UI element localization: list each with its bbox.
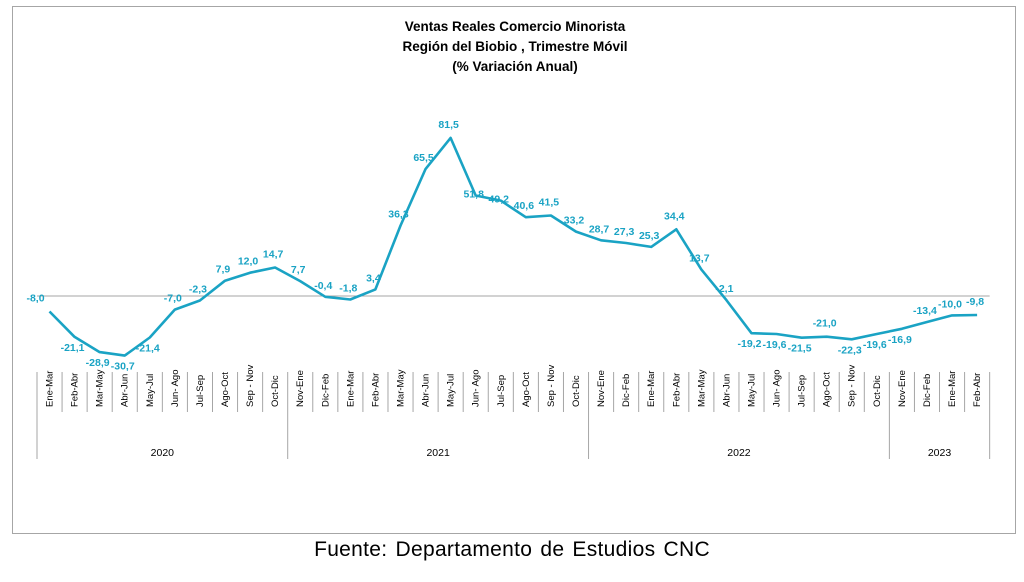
x-tick-label: Ene-Mar (947, 371, 958, 407)
x-tick-label: Oct-Dic (270, 375, 281, 407)
year-group-label: 2021 (426, 447, 450, 459)
x-tick-label: Nov-Ene (596, 370, 607, 407)
chart-frame: Ventas Reales Comercio Minorista Región d… (12, 6, 1016, 534)
data-label: -9,8 (966, 296, 984, 308)
year-group-label: 2023 (928, 447, 952, 459)
data-label: -8,0 (26, 293, 44, 305)
data-label: -21,1 (61, 342, 85, 354)
data-label: -22,3 (838, 344, 862, 356)
x-tick-label: Dic-Feb (922, 374, 933, 407)
data-label: -28,9 (86, 357, 110, 369)
x-tick-label: Jun- Ago (471, 370, 482, 408)
data-label: 49,2 (489, 194, 510, 206)
source-caption: Fuente: Departamento de Estudios CNC (314, 538, 710, 561)
data-label: -19,2 (737, 338, 761, 350)
data-label: -2,1 (715, 283, 733, 295)
x-tick-label: Oct-Dic (571, 375, 582, 407)
series-line (48, 136, 978, 357)
data-label: 28,7 (589, 223, 610, 235)
data-label: 36,3 (388, 209, 409, 221)
data-label: -21,4 (136, 343, 160, 355)
x-tick-label: May-Jul (746, 374, 757, 407)
chart-title-line: Ventas Reales Comercio Minorista (405, 19, 626, 34)
x-tick-label: Dic-Feb (320, 374, 331, 407)
x-tick-label: Ago-Oct (521, 372, 532, 407)
data-label: 7,7 (291, 264, 306, 276)
x-tick-label: Abr-Jun (421, 374, 432, 407)
x-tick-label: Jun- Ago (772, 370, 783, 408)
data-label: 65,5 (413, 152, 434, 164)
x-tick-label: May-Jul (446, 374, 457, 407)
x-tick-label: Jul-Sep (496, 375, 507, 407)
data-label: -7,0 (164, 293, 182, 305)
data-label: -30,7 (111, 361, 135, 373)
line-chart: Ventas Reales Comercio Minorista Región d… (26, 19, 991, 459)
data-label: 12,0 (238, 256, 259, 268)
x-axis: Ene-Mar Feb-Abr Mar-May Abr-Jun May-Jul Jun- … (36, 295, 991, 459)
data-label: -1,8 (339, 282, 357, 294)
data-label: 7,9 (216, 264, 231, 276)
data-label: -21,5 (788, 343, 812, 355)
x-tick-label: Nov-Ene (295, 370, 306, 407)
x-tick-label: Mar-May (395, 369, 406, 407)
data-label: 34,4 (664, 210, 685, 222)
data-labels: -8,0 -21,1-28,9 -30,7-21,4 -7,0 -2,3 7,9 12,0 1… (26, 119, 984, 373)
x-tick-label: Ene-Mar (646, 371, 657, 407)
data-label: 3,4 (366, 272, 381, 284)
year-group-label: 2022 (727, 447, 751, 459)
x-tick-label: Sep - Nov (847, 365, 858, 407)
data-label: 33,2 (564, 215, 585, 227)
data-label: 41,5 (539, 196, 560, 208)
data-label: 13,7 (689, 252, 710, 264)
chart-title: Ventas Reales Comercio Minorista Región d… (402, 19, 627, 74)
data-label: 51,8 (463, 189, 484, 201)
data-label: 81,5 (438, 119, 459, 131)
data-label: -0,4 (314, 280, 332, 292)
x-tick-label: Jul-Sep (797, 375, 808, 407)
x-tick-label: Ago-Oct (822, 372, 833, 407)
x-tick-label: May-Jul (145, 374, 156, 407)
data-label: 14,7 (263, 248, 284, 260)
x-tick-label: Feb-Abr (70, 373, 81, 407)
year-group-label: 2020 (151, 447, 175, 459)
data-label: 27,3 (614, 226, 635, 238)
x-tick-label: Jun- Ago (170, 370, 181, 408)
x-tick-label: Oct-Dic (872, 375, 883, 407)
x-tick-label: Nov-Ene (897, 370, 908, 407)
x-tick-label: Dic-Feb (621, 374, 632, 407)
x-tick-label: Feb-Abr (972, 373, 983, 407)
data-label: -2,3 (189, 283, 207, 295)
data-label: -13,4 (913, 305, 937, 317)
x-tick-label: Ene-Mar (345, 371, 356, 407)
chart-title-line: Región del Biobio , Trimestre Móvil (402, 39, 627, 54)
chart-title-line: (% Variación Anual) (452, 59, 578, 74)
x-tick-label: Feb-Abr (370, 373, 381, 407)
series-line-group (48, 136, 978, 357)
x-tick-label: Jul-Sep (195, 375, 206, 407)
data-label: -16,9 (888, 334, 912, 346)
x-tick-label: Sep - Nov (245, 365, 256, 407)
data-label: 25,3 (639, 230, 660, 242)
x-tick-label: Feb-Abr (671, 373, 682, 407)
x-tick-label: Mar-May (95, 369, 106, 407)
x-tick-label: Mar-May (696, 369, 707, 407)
data-label: -10,0 (938, 298, 962, 310)
data-label: 40,6 (514, 200, 535, 212)
data-label: -19,6 (763, 339, 787, 351)
x-tick-label: Abr-Jun (120, 374, 131, 407)
x-tick-label: Sep - Nov (546, 365, 557, 407)
data-label: -19,6 (863, 339, 887, 351)
x-tick-label: Ago-Oct (220, 372, 231, 407)
data-label: -21,0 (813, 318, 837, 330)
x-tick-label: Abr-Jun (721, 374, 732, 407)
x-tick-label: Ene-Mar (45, 371, 56, 407)
